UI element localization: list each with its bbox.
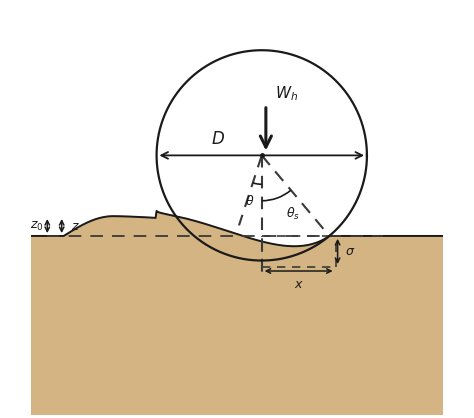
Text: $D$: $D$ (210, 130, 225, 148)
Text: $\sigma$: $\sigma$ (345, 245, 355, 258)
Text: $x$: $x$ (294, 278, 303, 291)
Polygon shape (31, 211, 443, 415)
Text: $\theta_s$: $\theta_s$ (286, 205, 300, 222)
Text: $z$: $z$ (71, 219, 80, 232)
Text: $W_h$: $W_h$ (275, 84, 298, 103)
Text: $\theta$: $\theta$ (245, 194, 255, 208)
Text: $z_0$: $z_0$ (30, 219, 44, 232)
